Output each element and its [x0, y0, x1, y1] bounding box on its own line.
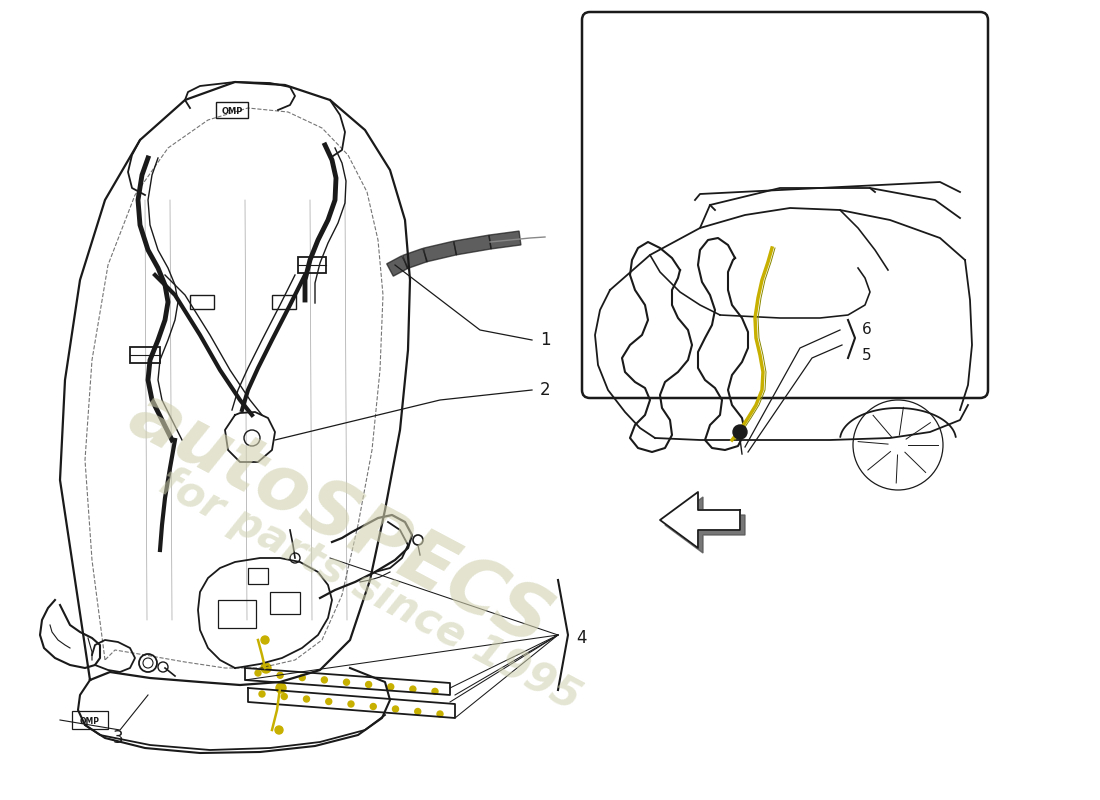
Text: 5: 5	[862, 349, 871, 363]
Circle shape	[733, 425, 747, 439]
Circle shape	[321, 677, 328, 683]
Circle shape	[326, 698, 332, 705]
Bar	[216, 102, 248, 118]
Bar	[72, 711, 108, 729]
Text: 2: 2	[540, 381, 551, 399]
Bar	[218, 600, 256, 628]
Circle shape	[258, 691, 265, 697]
Circle shape	[432, 688, 438, 694]
Text: autoSPECS: autoSPECS	[117, 378, 563, 662]
Circle shape	[415, 709, 420, 714]
Circle shape	[393, 706, 398, 712]
Text: 4: 4	[576, 629, 586, 647]
Circle shape	[276, 683, 286, 693]
Circle shape	[261, 663, 271, 673]
Bar	[298, 257, 326, 273]
Circle shape	[255, 670, 261, 676]
Circle shape	[299, 674, 306, 681]
Circle shape	[282, 694, 287, 699]
Text: 1: 1	[540, 331, 551, 349]
Text: 3: 3	[112, 729, 123, 747]
Circle shape	[437, 711, 443, 717]
Polygon shape	[403, 248, 427, 269]
FancyBboxPatch shape	[582, 12, 988, 398]
Circle shape	[304, 696, 309, 702]
Bar	[270, 592, 300, 614]
Circle shape	[343, 679, 350, 685]
Bar	[272, 295, 296, 309]
Polygon shape	[387, 256, 408, 276]
Circle shape	[387, 684, 394, 690]
Bar	[130, 347, 159, 363]
Polygon shape	[424, 241, 456, 262]
Text: for parts since 1995: for parts since 1995	[152, 461, 587, 719]
Circle shape	[410, 686, 416, 692]
Bar	[248, 568, 268, 584]
Circle shape	[275, 726, 283, 734]
Circle shape	[365, 682, 372, 687]
Text: OMP: OMP	[221, 106, 243, 115]
Circle shape	[371, 703, 376, 710]
Polygon shape	[490, 231, 521, 249]
Circle shape	[277, 672, 283, 678]
Polygon shape	[660, 492, 740, 548]
Text: 6: 6	[862, 322, 871, 338]
Polygon shape	[454, 235, 492, 255]
Circle shape	[348, 701, 354, 707]
Bar	[190, 295, 214, 309]
Polygon shape	[666, 497, 745, 553]
Circle shape	[261, 636, 270, 644]
Text: OMP: OMP	[80, 717, 100, 726]
